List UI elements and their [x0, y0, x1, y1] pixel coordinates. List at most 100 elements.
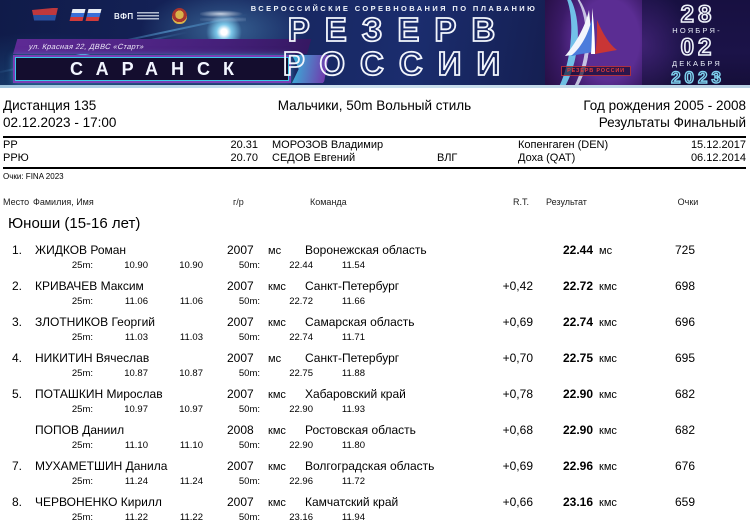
result-rank-badge: кмс [599, 461, 617, 473]
split-50m-label: 50m: [238, 260, 260, 271]
team-cell: Ростовская область [305, 423, 416, 437]
rank-cell: кмс [268, 317, 286, 329]
event-datetime: 02.12.2023 - 17:00 [3, 115, 117, 130]
athlete-name: КРИВАЧЕВ Максим [35, 279, 144, 293]
header-year: г/р [233, 197, 244, 207]
result-time-cell: 22.96 [562, 459, 593, 473]
place-cell: 2. [11, 279, 22, 293]
record-date: 15.12.2017 [690, 139, 746, 151]
split-25m-label: 25m: [71, 260, 93, 271]
header-name: Фамилия, Имя [33, 197, 94, 207]
city-name: САРАНСК [70, 58, 247, 79]
result-time-cell: 22.90 [562, 387, 593, 401]
rank-cell: кмс [268, 281, 286, 293]
athlete-name: ЖИДКОВ Роман [35, 243, 127, 257]
splits-row: 25m: 10.90 10.90 50m: 22.44 11.54 [40, 259, 750, 273]
split-25m-lap: 11.24 [179, 476, 203, 487]
split-50m-lap: 11.93 [341, 404, 365, 415]
split-25m-time: 10.87 [124, 368, 148, 379]
split-50m-lap: 11.80 [341, 440, 365, 451]
result-rank-badge: кмс [599, 353, 617, 365]
results-table-header: Место Фамилия, Имя г/р Команда R.T. Резу… [3, 197, 750, 208]
athlete-name: ПОПОВ Даниил [35, 423, 125, 437]
record-row: РРЮ 20.70 СЕДОВ Евгений ВЛГ Доха (QAT) 0… [3, 152, 746, 165]
header-result: Результат [546, 197, 587, 207]
birth-year-cell: 2007 [227, 351, 254, 365]
rank-cell: кмс [268, 497, 286, 509]
record-row: РР 20.31 МОРОЗОВ Владимир Копенгаген (DE… [3, 139, 746, 152]
result-entry: 2. КРИВАЧЕВ Максим 2007 кмс Санкт-Петерб… [0, 279, 750, 309]
record-code: РР [3, 139, 18, 151]
record-code: РРЮ [3, 152, 29, 164]
result-main-row: 5. ПОТАШКИН Мирослав 2007 кмс Хабаровски… [0, 387, 750, 403]
split-25m-time: 11.03 [124, 332, 148, 343]
team-cell: Санкт-Петербург [305, 351, 400, 365]
reaction-time-cell: +0,66 [502, 495, 533, 509]
points-cell: 696 [674, 315, 696, 329]
points-cell: 698 [674, 279, 696, 293]
split-25m-label: 25m: [71, 332, 93, 343]
partner-logos: ВФП [32, 6, 246, 26]
team-cell: Воронежская область [305, 243, 427, 257]
birth-year-cell: 2007 [227, 315, 254, 329]
result-rank-badge: мс [599, 245, 613, 257]
vfp-label: ВФП [114, 11, 134, 21]
points-cell: 659 [674, 495, 696, 509]
split-25m-time: 11.24 [124, 476, 148, 487]
record-time: 20.70 [230, 152, 258, 164]
athlete-name: МУХАМЕТШИН Данила [35, 459, 168, 473]
header-reaction-time: R.T. [513, 197, 530, 207]
splits-row: 25m: 11.22 11.22 50m: 23.16 11.94 [40, 511, 750, 523]
city-badge: САРАНСК [13, 55, 291, 83]
split-50m-label: 50m: [238, 476, 260, 487]
reaction-time-cell: +0,69 [502, 459, 533, 473]
split-25m-time: 10.97 [124, 404, 148, 415]
split-50m-lap: 11.88 [341, 368, 365, 379]
rank-cell: кмс [268, 461, 286, 473]
split-50m-lap: 11.66 [341, 296, 365, 307]
result-rank-badge: кмс [599, 317, 617, 329]
event-dates: 28 НОЯБРЯ- 02 ДЕКАБРЯ 2023 [642, 0, 750, 88]
reaction-time-cell: +0,70 [502, 351, 533, 365]
event-info: Дистанция 135 Мальчики, 50m Вольный стил… [3, 97, 746, 131]
sail-logo-icon [565, 8, 617, 56]
birth-year-cell: 2008 [227, 423, 254, 437]
result-entry: 8. ЧЕРВОНЕНКО Кирилл 2007 кмс Камчатский… [0, 495, 750, 523]
split-50m-label: 50m: [238, 332, 260, 343]
split-50m-label: 50m: [238, 440, 260, 451]
place-cell: 4. [11, 351, 22, 365]
record-holder: СЕДОВ Евгений [272, 152, 356, 164]
result-entry: 3. ЗЛОТНИКОВ Георгий 2007 кмс Самарская … [0, 315, 750, 345]
split-25m-lap: 11.10 [179, 440, 203, 451]
result-entry: 7. МУХАМЕТШИН Данила 2007 кмс Волгоградс… [0, 459, 750, 489]
reaction-time-cell: +0,68 [502, 423, 533, 437]
result-main-row: 4. НИКИТИН Вячеслав 2007 мс Санкт-Петерб… [0, 351, 750, 367]
split-50m-time: 22.90 [289, 440, 313, 451]
results-label: Результаты Финальный [598, 115, 746, 130]
crest-logo-icon [171, 8, 187, 24]
results-rows: 1. ЖИДКОВ Роман 2007 мс Воронежская обла… [0, 243, 750, 523]
place-cell: 1. [11, 243, 22, 257]
competition-label: ВСЕРОССИЙСКИЕ СОРЕВНОВАНИЯ ПО ПЛАВАНИЮ [250, 4, 538, 13]
team-cell: Хабаровский край [305, 387, 406, 401]
splits-row: 25m: 10.87 10.87 50m: 22.75 11.88 [40, 367, 750, 381]
result-time-cell: 22.72 [562, 279, 593, 293]
birth-year-cell: 2007 [227, 495, 254, 509]
split-50m-time: 22.90 [289, 404, 313, 415]
split-50m-time: 22.74 [289, 332, 313, 343]
competition-title-line2: РОССИИ [282, 45, 516, 82]
split-50m-time: 22.72 [289, 296, 313, 307]
result-entry: 5. ПОТАШКИН Мирослав 2007 кмс Хабаровски… [0, 387, 750, 417]
points-system-note: Очки: FINA 2023 [3, 172, 64, 181]
result-rank-badge: кмс [599, 497, 617, 509]
points-cell: 682 [674, 423, 696, 437]
split-50m-label: 50m: [238, 404, 260, 415]
header-points: Очки [677, 197, 699, 207]
vfp-logo: ВФП [114, 12, 159, 21]
split-50m-time: 23.16 [289, 512, 313, 523]
result-time-cell: 22.75 [562, 351, 593, 365]
result-rank-badge: кмс [599, 281, 617, 293]
record-time: 20.31 [230, 139, 258, 151]
date-month-end: ДЕКАБРЯ [671, 59, 723, 68]
birth-year-cell: 2007 [227, 243, 254, 257]
